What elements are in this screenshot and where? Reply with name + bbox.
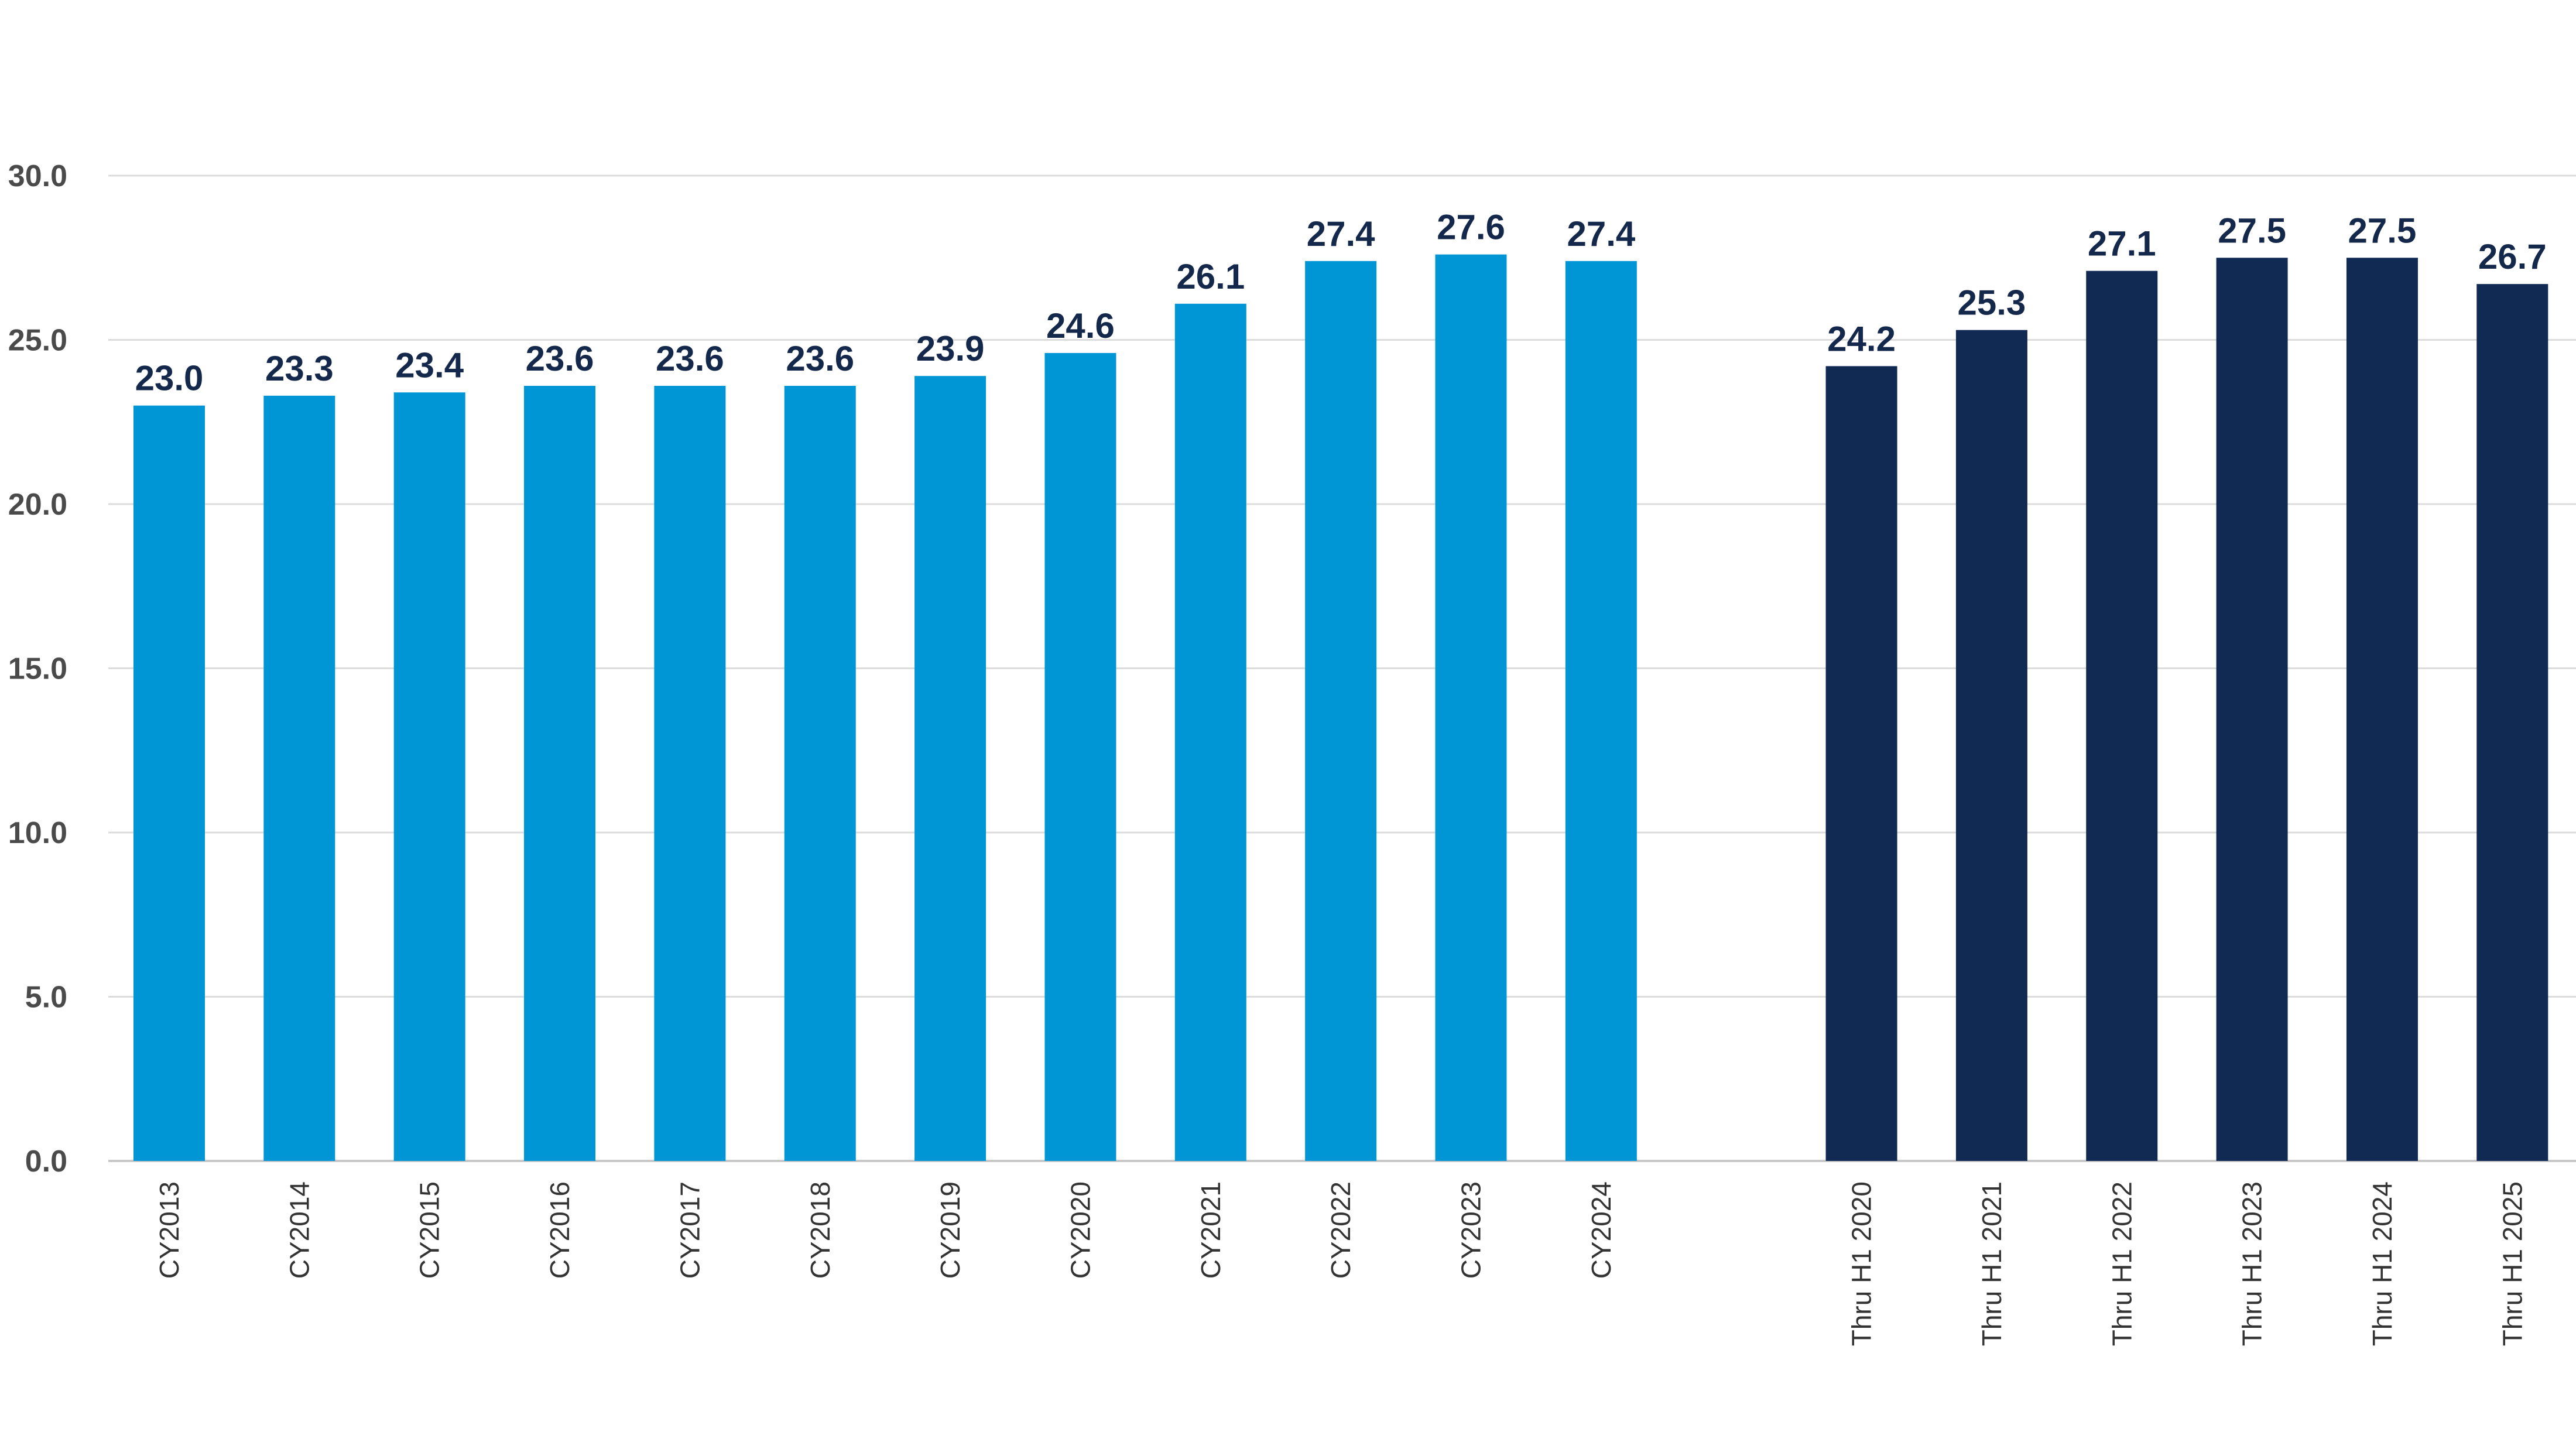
data-label: 27.5 [2218,211,2286,250]
x-tick-label: CY2019 [935,1181,965,1279]
y-tick-label: 0.0 [25,1145,67,1179]
bar-cy2020 [1044,352,1116,1162]
data-label: 23.0 [135,359,204,398]
bar-thru-h1-2023 [2216,258,2288,1161]
y-tick-label: 20.0 [8,488,67,522]
data-label: 24.6 [1046,306,1115,345]
bar-cy2024 [1565,261,1637,1161]
y-tick-label: 5.0 [25,981,67,1015]
x-tick-label: CY2020 [1065,1181,1095,1279]
data-label: 26.1 [1176,257,1245,296]
bar-thru-h1-2025 [2476,284,2548,1161]
x-tick-label: CY2016 [544,1181,575,1279]
y-tick-label: 25.0 [8,324,67,358]
bar-cy2018 [784,386,856,1161]
bar-thru-h1-2021 [1955,330,2027,1162]
bar-cy2019 [914,376,986,1162]
x-tick-label: CY2024 [1586,1181,1616,1279]
data-label: 23.4 [395,345,464,385]
x-tick-label: CY2021 [1195,1181,1226,1279]
x-tick-label: CY2018 [805,1181,835,1279]
y-axis: 0.0 5.0 10.0 15.0 20.0 25.0 30.0 [8,159,2576,1179]
x-tick-label: Thru H1 2025 [2497,1181,2527,1346]
data-label: 27.4 [1307,214,1375,254]
bar-cy2022 [1305,261,1377,1161]
data-label: 23.6 [526,339,594,378]
data-label: 26.7 [2478,237,2547,276]
data-label: 23.6 [786,339,854,378]
bar-cy2021 [1174,303,1246,1161]
data-label: 27.5 [2348,211,2417,250]
y-tick-label: 15.0 [8,652,67,686]
bar-thru-h1-2020 [1825,366,1897,1161]
data-label: 27.6 [1437,208,1505,247]
x-tick-label: CY2023 [1456,1181,1486,1279]
data-label: 23.3 [265,349,334,388]
data-label: 27.1 [2088,224,2156,263]
data-label: 25.3 [1958,283,2026,323]
x-tick-label: CY2022 [1325,1181,1356,1279]
x-tick-label: Thru H1 2022 [2106,1181,2137,1346]
x-tick-label: CY2013 [154,1181,184,1279]
bar-cy2016 [524,386,596,1161]
x-tick-label: Thru H1 2024 [2367,1181,2397,1346]
x-tick-label: Thru H1 2020 [1847,1181,1877,1346]
bar-cy2017 [654,386,726,1161]
x-tick-label: CY2017 [674,1181,705,1279]
bar-cy2014 [263,395,335,1161]
bar-thru-h1-2022 [2086,270,2158,1162]
data-labels: 23.0 23.3 23.4 23.6 23.6 23.6 23.9 24.6 26.1 27.4… [135,208,2547,398]
bars [133,254,2548,1162]
data-label: 27.4 [1567,214,1635,254]
bar-cy2023 [1435,254,1507,1161]
data-label: 24.2 [1827,319,1896,358]
y-tick-label: 10.0 [8,816,67,850]
x-tick-label: Thru H1 2021 [1976,1181,2007,1346]
x-tick-label: CY2015 [415,1181,445,1279]
x-axis: CY2013 CY2014 CY2015 CY2016 CY2017 CY2018 CY20… [154,1181,2527,1346]
bar-cy2013 [133,405,205,1162]
bar-cy2015 [393,392,465,1161]
bar-thru-h1-2024 [2346,258,2418,1161]
x-tick-label: CY2014 [284,1181,314,1279]
data-label: 23.9 [916,329,985,368]
y-tick-label: 30.0 [8,159,67,193]
x-tick-label: Thru H1 2023 [2237,1181,2267,1346]
data-label: 23.6 [656,339,724,378]
